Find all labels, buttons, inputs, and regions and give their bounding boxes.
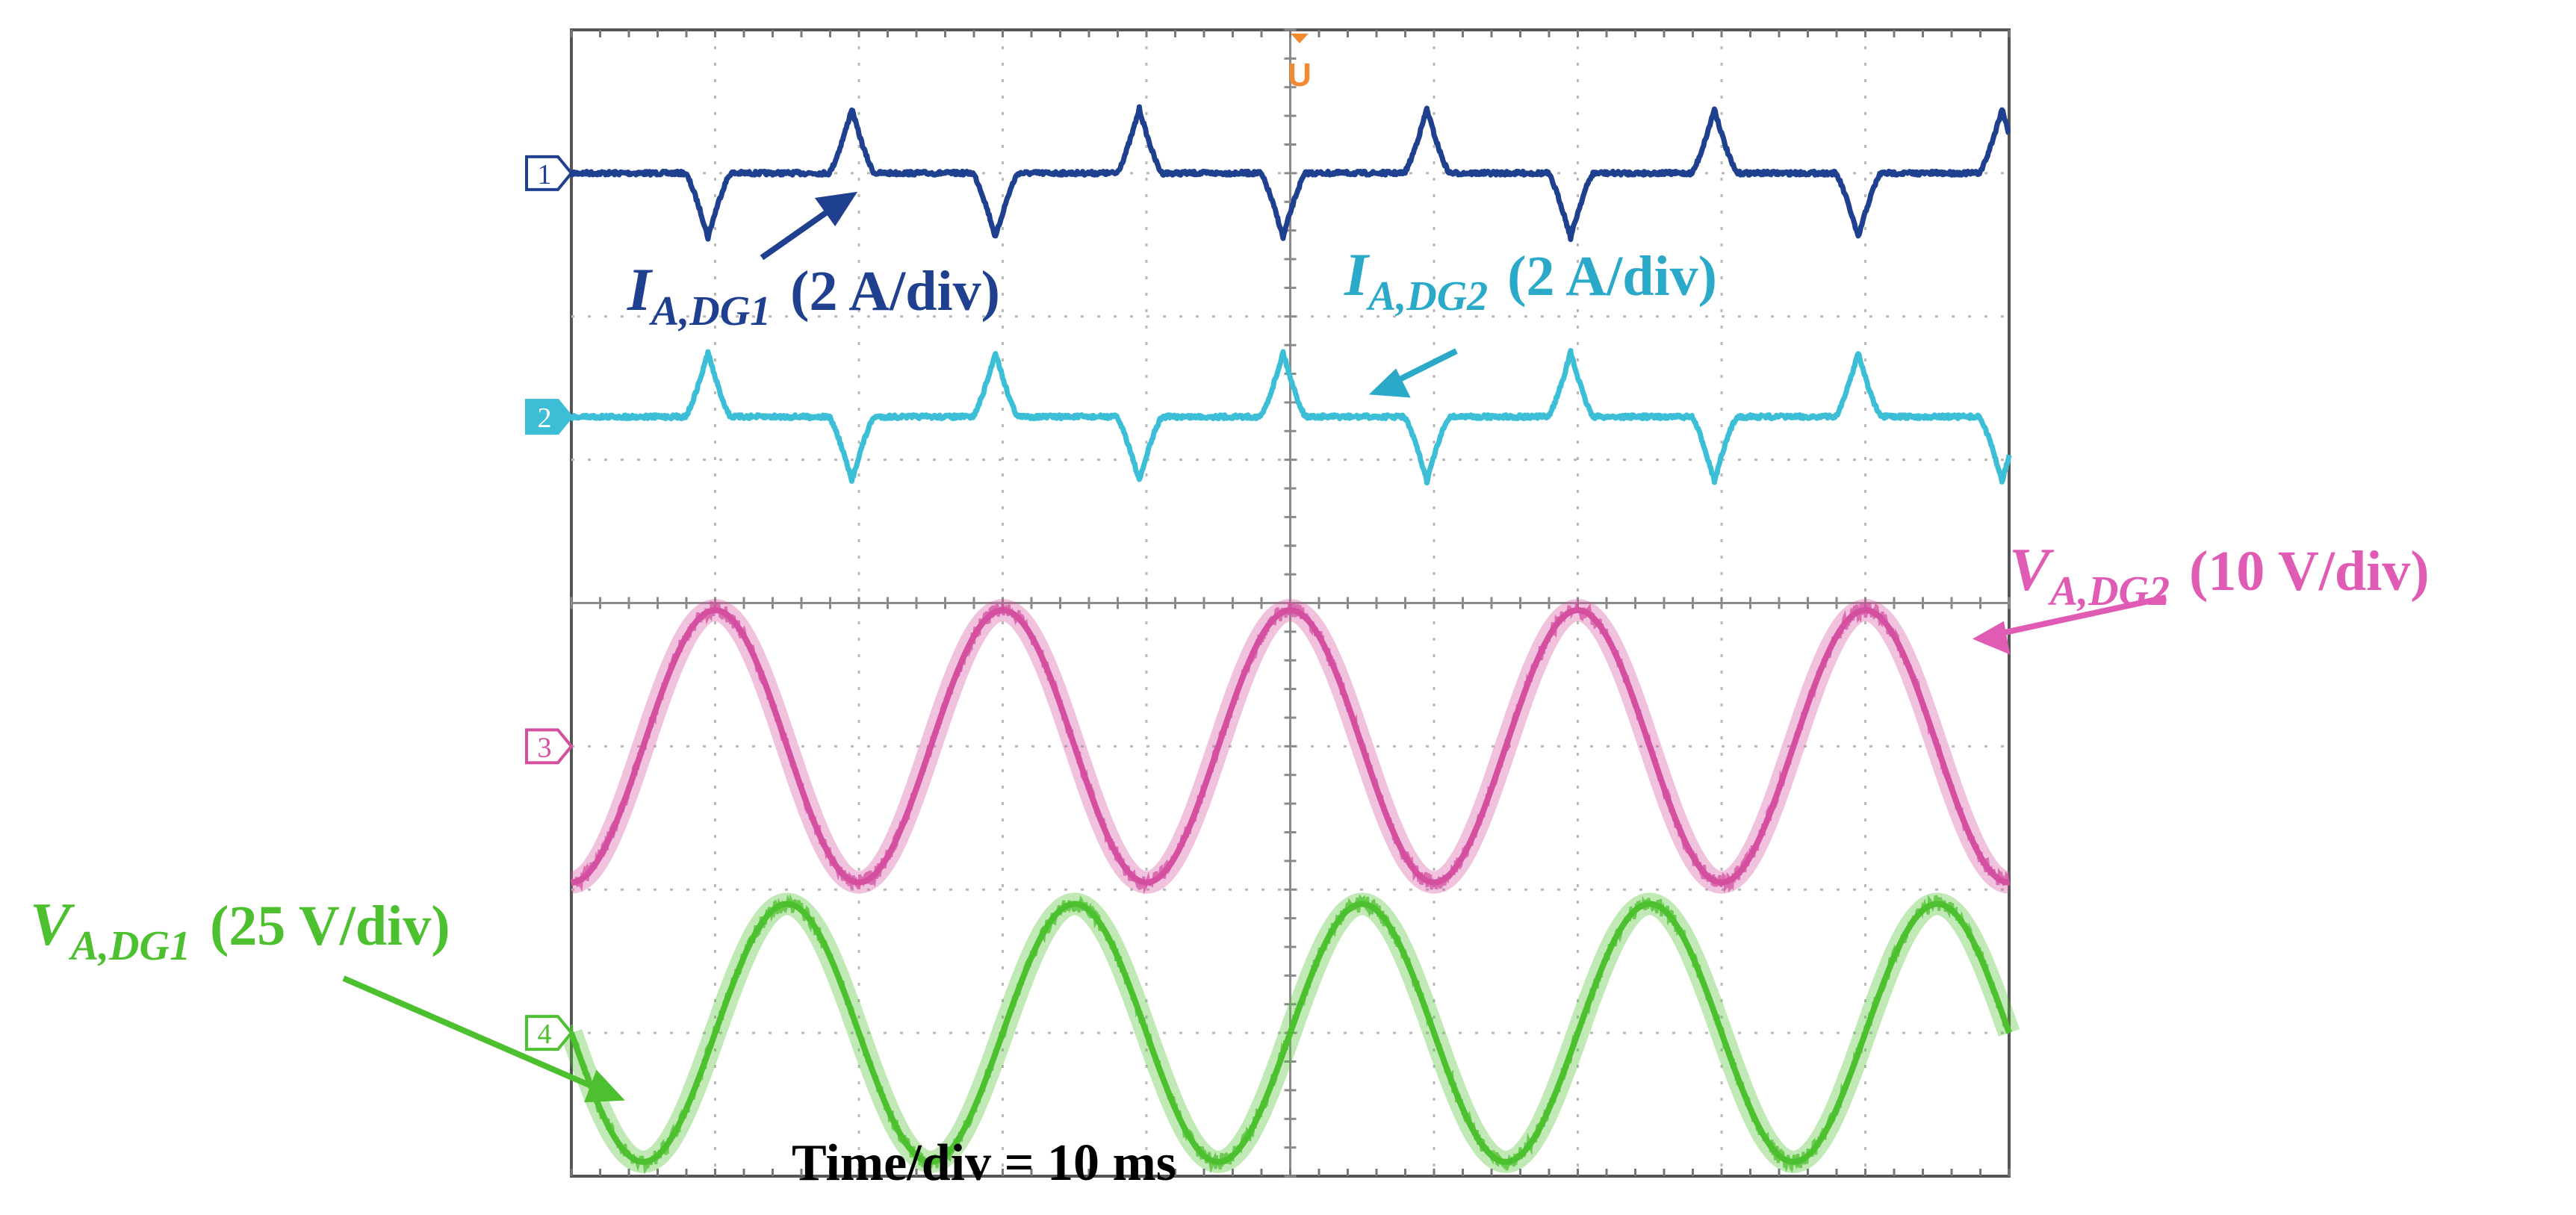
channel-marker-2: 2 bbox=[525, 399, 574, 435]
label-va-dg1: VA,DG1 (25 V/div) bbox=[30, 890, 450, 969]
label-ia-dg1: IA,DG1 (2 A/div) bbox=[627, 255, 1000, 335]
label-ia-dg2: IA,DG2 (2 A/div) bbox=[1344, 240, 1717, 320]
channel-marker-shape bbox=[525, 155, 574, 191]
channel-markers: 1 2 3 4 bbox=[525, 155, 574, 1051]
arrow-ia-dg2 bbox=[1368, 348, 1458, 398]
channel-marker-number: 2 bbox=[538, 403, 552, 434]
label-va-dg2: VA,DG2 (10 V/div) bbox=[2009, 535, 2430, 615]
channel-marker-1: 1 bbox=[525, 155, 574, 191]
trace-ch3 bbox=[571, 607, 2010, 886]
trace-ch4 bbox=[568, 901, 2012, 1165]
trace-ch1 bbox=[568, 104, 2011, 243]
channel-marker-number: 1 bbox=[538, 159, 552, 190]
arrow-va-dg2 bbox=[1972, 594, 2167, 655]
channel-marker-shape bbox=[525, 728, 574, 765]
channel-marker-shape bbox=[525, 399, 574, 435]
channel-marker-shape bbox=[525, 1015, 574, 1051]
channel-marker-number: 3 bbox=[538, 732, 552, 763]
trigger-marker-label: U bbox=[1288, 57, 1312, 93]
arrow-ia-dg1 bbox=[760, 191, 858, 261]
channel-marker-number: 4 bbox=[538, 1019, 552, 1050]
scope-traces bbox=[560, 104, 2020, 1175]
time-per-div-label: Time/div = 10 ms bbox=[792, 1134, 1176, 1192]
channel-marker-3: 3 bbox=[525, 728, 574, 765]
arrow-va-dg1 bbox=[342, 975, 625, 1103]
trace-ch2 bbox=[568, 348, 2012, 486]
trigger-marker: U bbox=[1288, 34, 1312, 93]
channel-marker-4: 4 bbox=[525, 1015, 574, 1051]
